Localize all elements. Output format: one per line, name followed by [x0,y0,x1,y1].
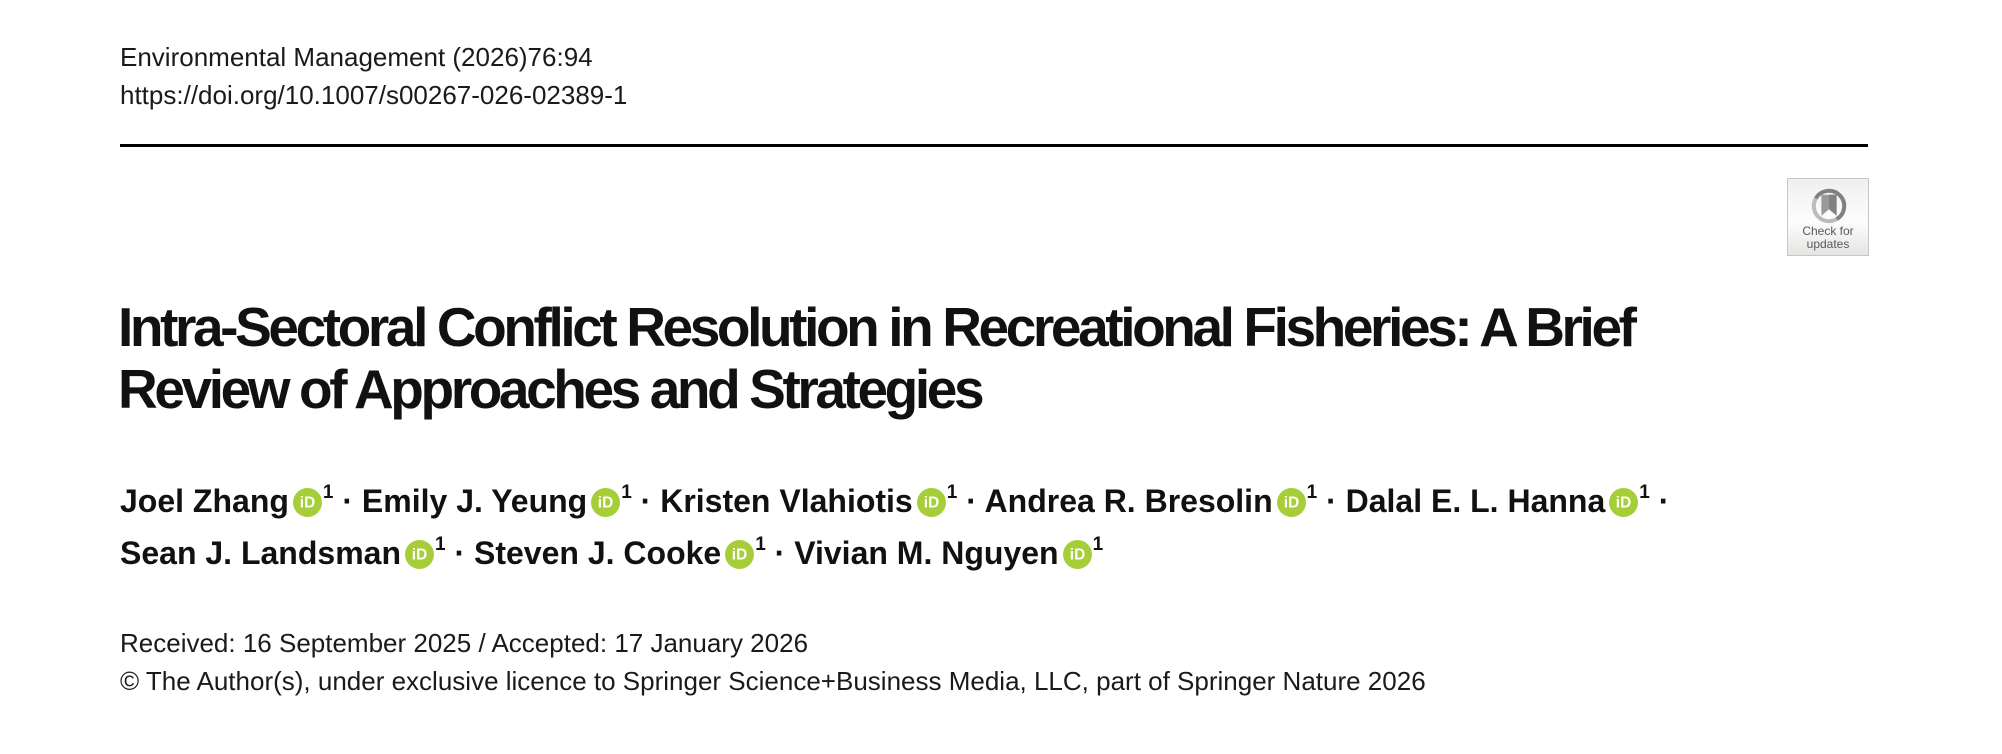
svg-text:iD: iD [300,494,315,511]
svg-text:iD: iD [412,546,427,563]
svg-text:iD: iD [1616,494,1631,511]
svg-text:iD: iD [732,546,747,563]
svg-text:iD: iD [598,494,613,511]
svg-text:iD: iD [1069,546,1084,563]
svg-text:iD: iD [924,494,939,511]
svg-text:iD: iD [1283,494,1298,511]
